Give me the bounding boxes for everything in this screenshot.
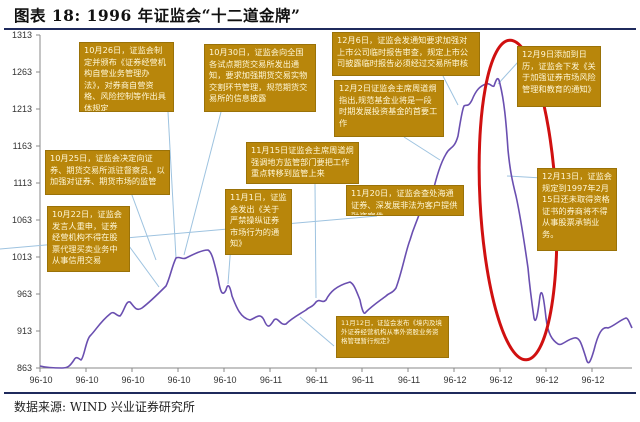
y-tick-label: 963	[17, 289, 32, 299]
x-tick-label: 96-11	[260, 375, 282, 385]
x-ticks: 96-10 96-10 96-10 96-10 96-10 96-11 96-1…	[29, 368, 605, 385]
annotation-nov-20: 11月20日，证监会查处海通证券、深发展非法为客户提供融资案件	[346, 185, 464, 216]
annotation-oct-22: 10月22日，证监会发言人重申，证券经营机构不得在股票代理买卖业务中从事信用交易	[47, 206, 130, 272]
x-tick-label: 96-10	[167, 375, 190, 385]
y-tick-label: 1213	[12, 104, 32, 114]
x-tick-label: 96-12	[489, 375, 512, 385]
annotation-dec-6: 12月6日，证监会发通知要求加强对上市公司临时报告审查，规定上市公司披露临时报告…	[332, 32, 480, 76]
y-ticks: 1313 1263 1213 1163 1113 1063 1013 963 9…	[12, 30, 40, 373]
x-tick-label: 96-12	[535, 375, 558, 385]
y-tick-label: 1163	[13, 141, 32, 151]
annotation-oct-25: 10月25日，证监会决定向证券、期货交易所派驻督察员，以加强对证券、期货市场的监…	[45, 150, 170, 195]
x-tick-label: 96-10	[75, 375, 98, 385]
y-tick-label: 863	[17, 363, 32, 373]
annotation-oct-30: 10月30日，证监会向全国各试点期货交易所发出通知，要求加强期货交易实物交割环节…	[204, 44, 316, 112]
y-tick-label: 1063	[12, 215, 32, 225]
x-tick-label: 96-11	[352, 375, 374, 385]
annotation-oct-26: 10月26日，证监会制定并颁布《证券经营机构自营业务管理办法》，对券商自营资格、…	[79, 42, 174, 112]
x-tick-label: 96-11	[306, 375, 328, 385]
data-source: 数据来源: WIND 兴业证券研究所	[14, 400, 195, 414]
x-tick-label: 96-12	[581, 375, 604, 385]
annotation-nov-1: 11月1日，证监会发出《关于严禁操纵证券市场行为的通知》	[225, 189, 292, 255]
x-tick-label: 96-10	[29, 375, 52, 385]
y-tick-label: 1313	[12, 30, 32, 40]
annotation-dec-9: 12月9日添加到日历，证监会下发《关于加强证券市场风险管理和教育的通知》	[517, 46, 601, 107]
x-tick-label: 96-12	[443, 375, 466, 385]
footer-divider	[4, 392, 636, 394]
x-tick-label: 96-11	[398, 375, 420, 385]
annotation-nov-12: 11月12日，证监会发布《境内及境外证券经营机构从事外资股业务资格管理暂行规定》	[336, 316, 449, 358]
index-line	[39, 77, 633, 369]
y-tick-label: 913	[17, 326, 32, 336]
annotation-nov-15: 11月15日证监会主席周道炯强调地方监管部门要把工作重点转移到监管上来	[246, 142, 359, 184]
y-tick-label: 1013	[12, 252, 32, 262]
annotation-dec-2: 12月2日证监会主席周道炯指出,规范基金业将是一段时期发展投资基金的首要工作	[334, 80, 444, 137]
y-tick-label: 1263	[12, 67, 32, 77]
title-divider	[4, 28, 636, 30]
y-tick-label: 1113	[13, 178, 32, 188]
x-tick-label: 96-10	[121, 375, 144, 385]
chart-title: 图表 18: 1996 年证监会“十二道金牌”	[14, 6, 301, 25]
annotation-dec-13: 12月13日，证监会规定到1997年2月15日还未取得资格证书的券商将不得从事股…	[537, 168, 617, 251]
x-tick-label: 96-10	[213, 375, 236, 385]
